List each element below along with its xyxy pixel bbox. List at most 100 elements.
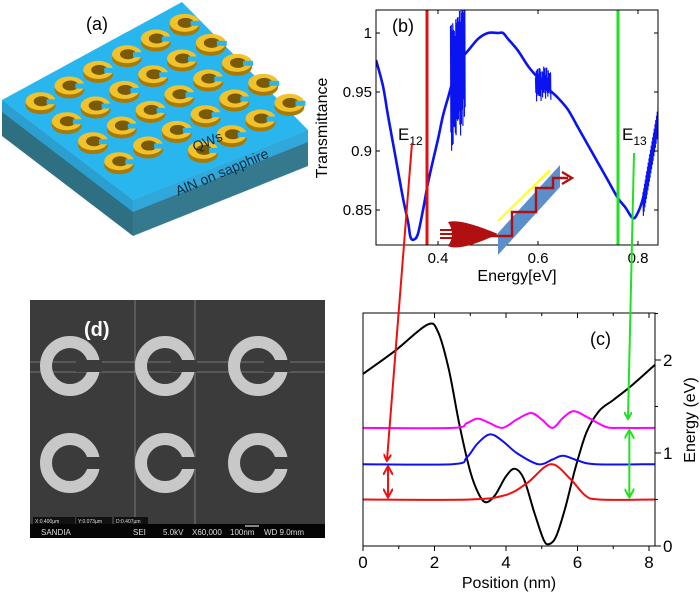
split-ring xyxy=(248,74,279,96)
sem-scale: 100nm xyxy=(230,528,255,537)
split-ring-gap xyxy=(243,61,253,66)
transition-label: E12 xyxy=(398,125,423,148)
x-axis-label: Position (nm) xyxy=(462,575,556,592)
split-ring xyxy=(170,14,201,36)
transmittance-plot-area: 0.4 0.6 0.80.850.90.951Energy[eV]Transmitt… xyxy=(314,0,658,285)
plot-frame xyxy=(376,10,658,245)
split-ring-gap xyxy=(102,104,112,109)
sem-ring-gap xyxy=(264,457,290,469)
split-ring-gap xyxy=(295,101,305,106)
split-ring xyxy=(52,112,83,134)
split-ring xyxy=(133,137,164,159)
split-ring-gap xyxy=(157,108,167,113)
split-ring-gap xyxy=(104,68,114,73)
band-diagram-plot-area: 0 2 4 6 8012Position (nm)Energy (eV) xyxy=(358,313,699,592)
split-ring-gap xyxy=(188,57,198,62)
sem-wd: WD 9.0mm xyxy=(264,528,304,537)
split-ring-gap xyxy=(238,132,248,137)
split-ring xyxy=(54,77,85,99)
split-ring xyxy=(109,81,140,103)
sem-ring-gap xyxy=(171,360,197,372)
sem-voltage: 5.0kV xyxy=(163,528,184,537)
split-ring xyxy=(83,61,114,83)
split-ring-gap xyxy=(240,97,250,102)
y-axis-label: Transmittance xyxy=(314,78,331,179)
x-tick-label: 0 xyxy=(358,553,367,572)
panel-label-d: (d) xyxy=(84,319,110,341)
sem-magnification: X60,000 xyxy=(192,528,222,537)
split-ring xyxy=(138,65,169,87)
sem-ring-gap xyxy=(76,360,102,372)
split-ring xyxy=(196,34,227,56)
split-ring-gap xyxy=(75,84,85,89)
wavefunction-line xyxy=(363,464,655,500)
split-ring-gap xyxy=(128,124,138,129)
split-ring-gap xyxy=(99,139,109,144)
split-ring xyxy=(26,92,57,114)
split-ring-gap xyxy=(212,112,222,117)
split-ring-gap xyxy=(162,37,172,42)
split-ring xyxy=(246,110,277,132)
sem-background xyxy=(30,300,325,538)
split-ring xyxy=(107,117,138,139)
y-tick-label: 1 xyxy=(364,25,372,42)
split-ring xyxy=(81,97,112,119)
split-ring xyxy=(219,90,250,112)
sem-org: SANDIA xyxy=(41,528,71,537)
panel-d-sem-image: X:0.400µm Y:0.073µm D:0.407µm SANDIA SEI… xyxy=(30,300,325,538)
y-tick-label: 0.85 xyxy=(343,202,372,219)
sem-ring-gap xyxy=(264,360,290,372)
split-ring-gap xyxy=(130,88,140,93)
x-tick-label: 0.4 xyxy=(428,250,449,267)
potential-profile-line xyxy=(363,324,655,545)
y-tick-label: 2 xyxy=(663,351,672,370)
split-ring xyxy=(222,54,253,76)
panel-a-device-schematic: QWs AlN on sapphire (a) xyxy=(2,2,308,236)
x-axis-label: Energy[eV] xyxy=(477,268,556,285)
x-tick-label: 0.6 xyxy=(528,250,549,267)
x-tick-label: 4 xyxy=(501,553,510,572)
split-ring xyxy=(78,132,109,154)
split-ring xyxy=(274,94,305,116)
transition-label: E13 xyxy=(622,125,647,148)
split-ring-gap xyxy=(217,41,227,46)
sem-ring-gap xyxy=(171,457,197,469)
waveguide-inset-icon xyxy=(440,165,572,255)
panel-label-a: (a) xyxy=(86,14,108,34)
e13-connector-arrow xyxy=(628,153,634,418)
split-ring-gap xyxy=(183,128,193,133)
wavefunction-line xyxy=(363,411,655,428)
split-ring xyxy=(164,85,195,107)
x-tick-label: 6 xyxy=(573,553,582,572)
wavefunction-line xyxy=(363,434,655,464)
split-ring xyxy=(191,105,222,127)
x-tick-label: 8 xyxy=(644,553,653,572)
sem-ring-gap xyxy=(76,457,102,469)
panel-label-b: (b) xyxy=(392,16,414,36)
split-ring-gap xyxy=(269,81,279,86)
split-ring xyxy=(104,152,135,174)
plot-frame xyxy=(363,313,655,546)
y-tick-label: 1 xyxy=(663,444,672,463)
split-ring xyxy=(141,30,172,52)
split-ring-gap xyxy=(133,52,143,57)
split-ring xyxy=(167,50,198,72)
y-tick-label: 0.95 xyxy=(343,84,372,101)
split-ring-gap xyxy=(125,159,135,164)
panel-label-c: (c) xyxy=(590,329,611,349)
panel-b-transmittance-chart: 0.4 0.6 0.8 0.85 0.9 0.95 1 Energy[eV] Transmitt… xyxy=(314,0,658,285)
e12-connector-arrow xyxy=(387,143,412,460)
split-ring-gap xyxy=(47,99,57,104)
y-axis-label: Energy (eV) xyxy=(682,377,699,462)
split-ring-gap xyxy=(154,144,164,149)
transition-label-subscript: 13 xyxy=(633,134,647,148)
split-ring xyxy=(112,45,143,67)
split-ring-gap xyxy=(191,21,201,26)
split-ring xyxy=(162,121,193,143)
split-ring-gap xyxy=(185,92,195,97)
x-tick-label: 2 xyxy=(430,553,439,572)
y-tick-label: 0 xyxy=(663,537,672,556)
y-tick-label: 0.9 xyxy=(351,143,372,160)
